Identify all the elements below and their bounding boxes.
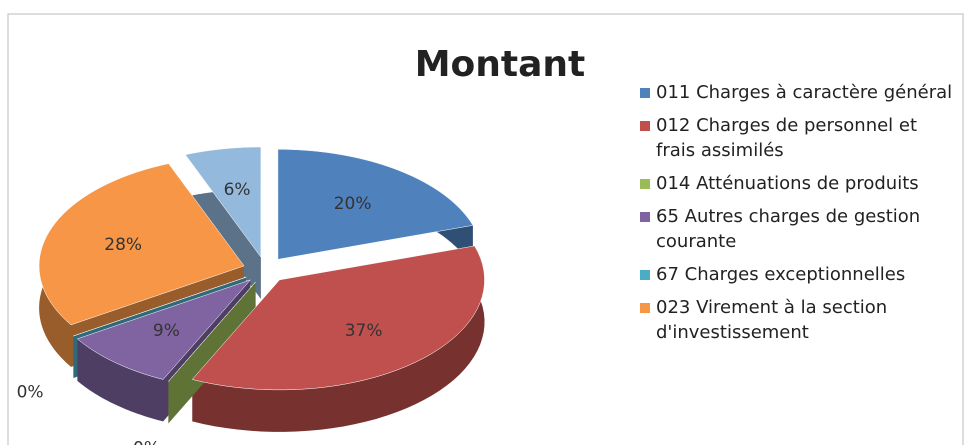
legend-swatch [640,121,650,131]
legend-swatch [640,88,650,98]
legend-label: 65 Autres charges de gestion courante [656,206,921,252]
chart-title: Montant [415,44,586,85]
data-label: 0% [133,438,160,445]
legend-item: 65 Autres charges de gestion courante [640,204,960,254]
slice [76,279,252,380]
legend: 011 Charges à caractère général 012 Charg… [640,80,960,353]
legend-swatch [640,212,650,222]
slice [184,146,262,258]
legend-swatch [640,303,650,313]
legend-swatch [640,270,650,280]
legend-item: 012 Charges de personnel et frais assimi… [640,113,960,163]
legend-item: 67 Charges exceptionnelles [640,262,960,287]
slice-side [168,281,256,424]
slice-tops [38,146,485,391]
data-label: 37% [345,321,383,341]
data-label: 9% [153,321,180,341]
slice [277,149,474,260]
legend-label: 023 Virement à la section d'investisseme… [656,297,888,343]
data-label: 20% [334,194,372,214]
legend-label: 014 Atténuations de produits [656,173,919,194]
frame [7,13,964,445]
legend-swatch [640,179,650,189]
data-label: 28% [104,235,142,255]
legend-item: 014 Atténuations de produits [640,171,960,196]
legend-label: 011 Charges à caractère général [656,82,953,103]
legend-label: 012 Charges de personnel et frais assimi… [656,115,918,161]
slice [38,163,245,326]
data-label: 6% [224,180,251,200]
slice-side [77,279,251,422]
legend-label: 67 Charges exceptionnelles [656,264,906,285]
slice [191,245,485,391]
data-label: 0% [17,383,44,403]
legend-item: 011 Charges à caractère général [640,80,960,105]
legend-item: 023 Virement à la section d'investisseme… [640,295,960,345]
